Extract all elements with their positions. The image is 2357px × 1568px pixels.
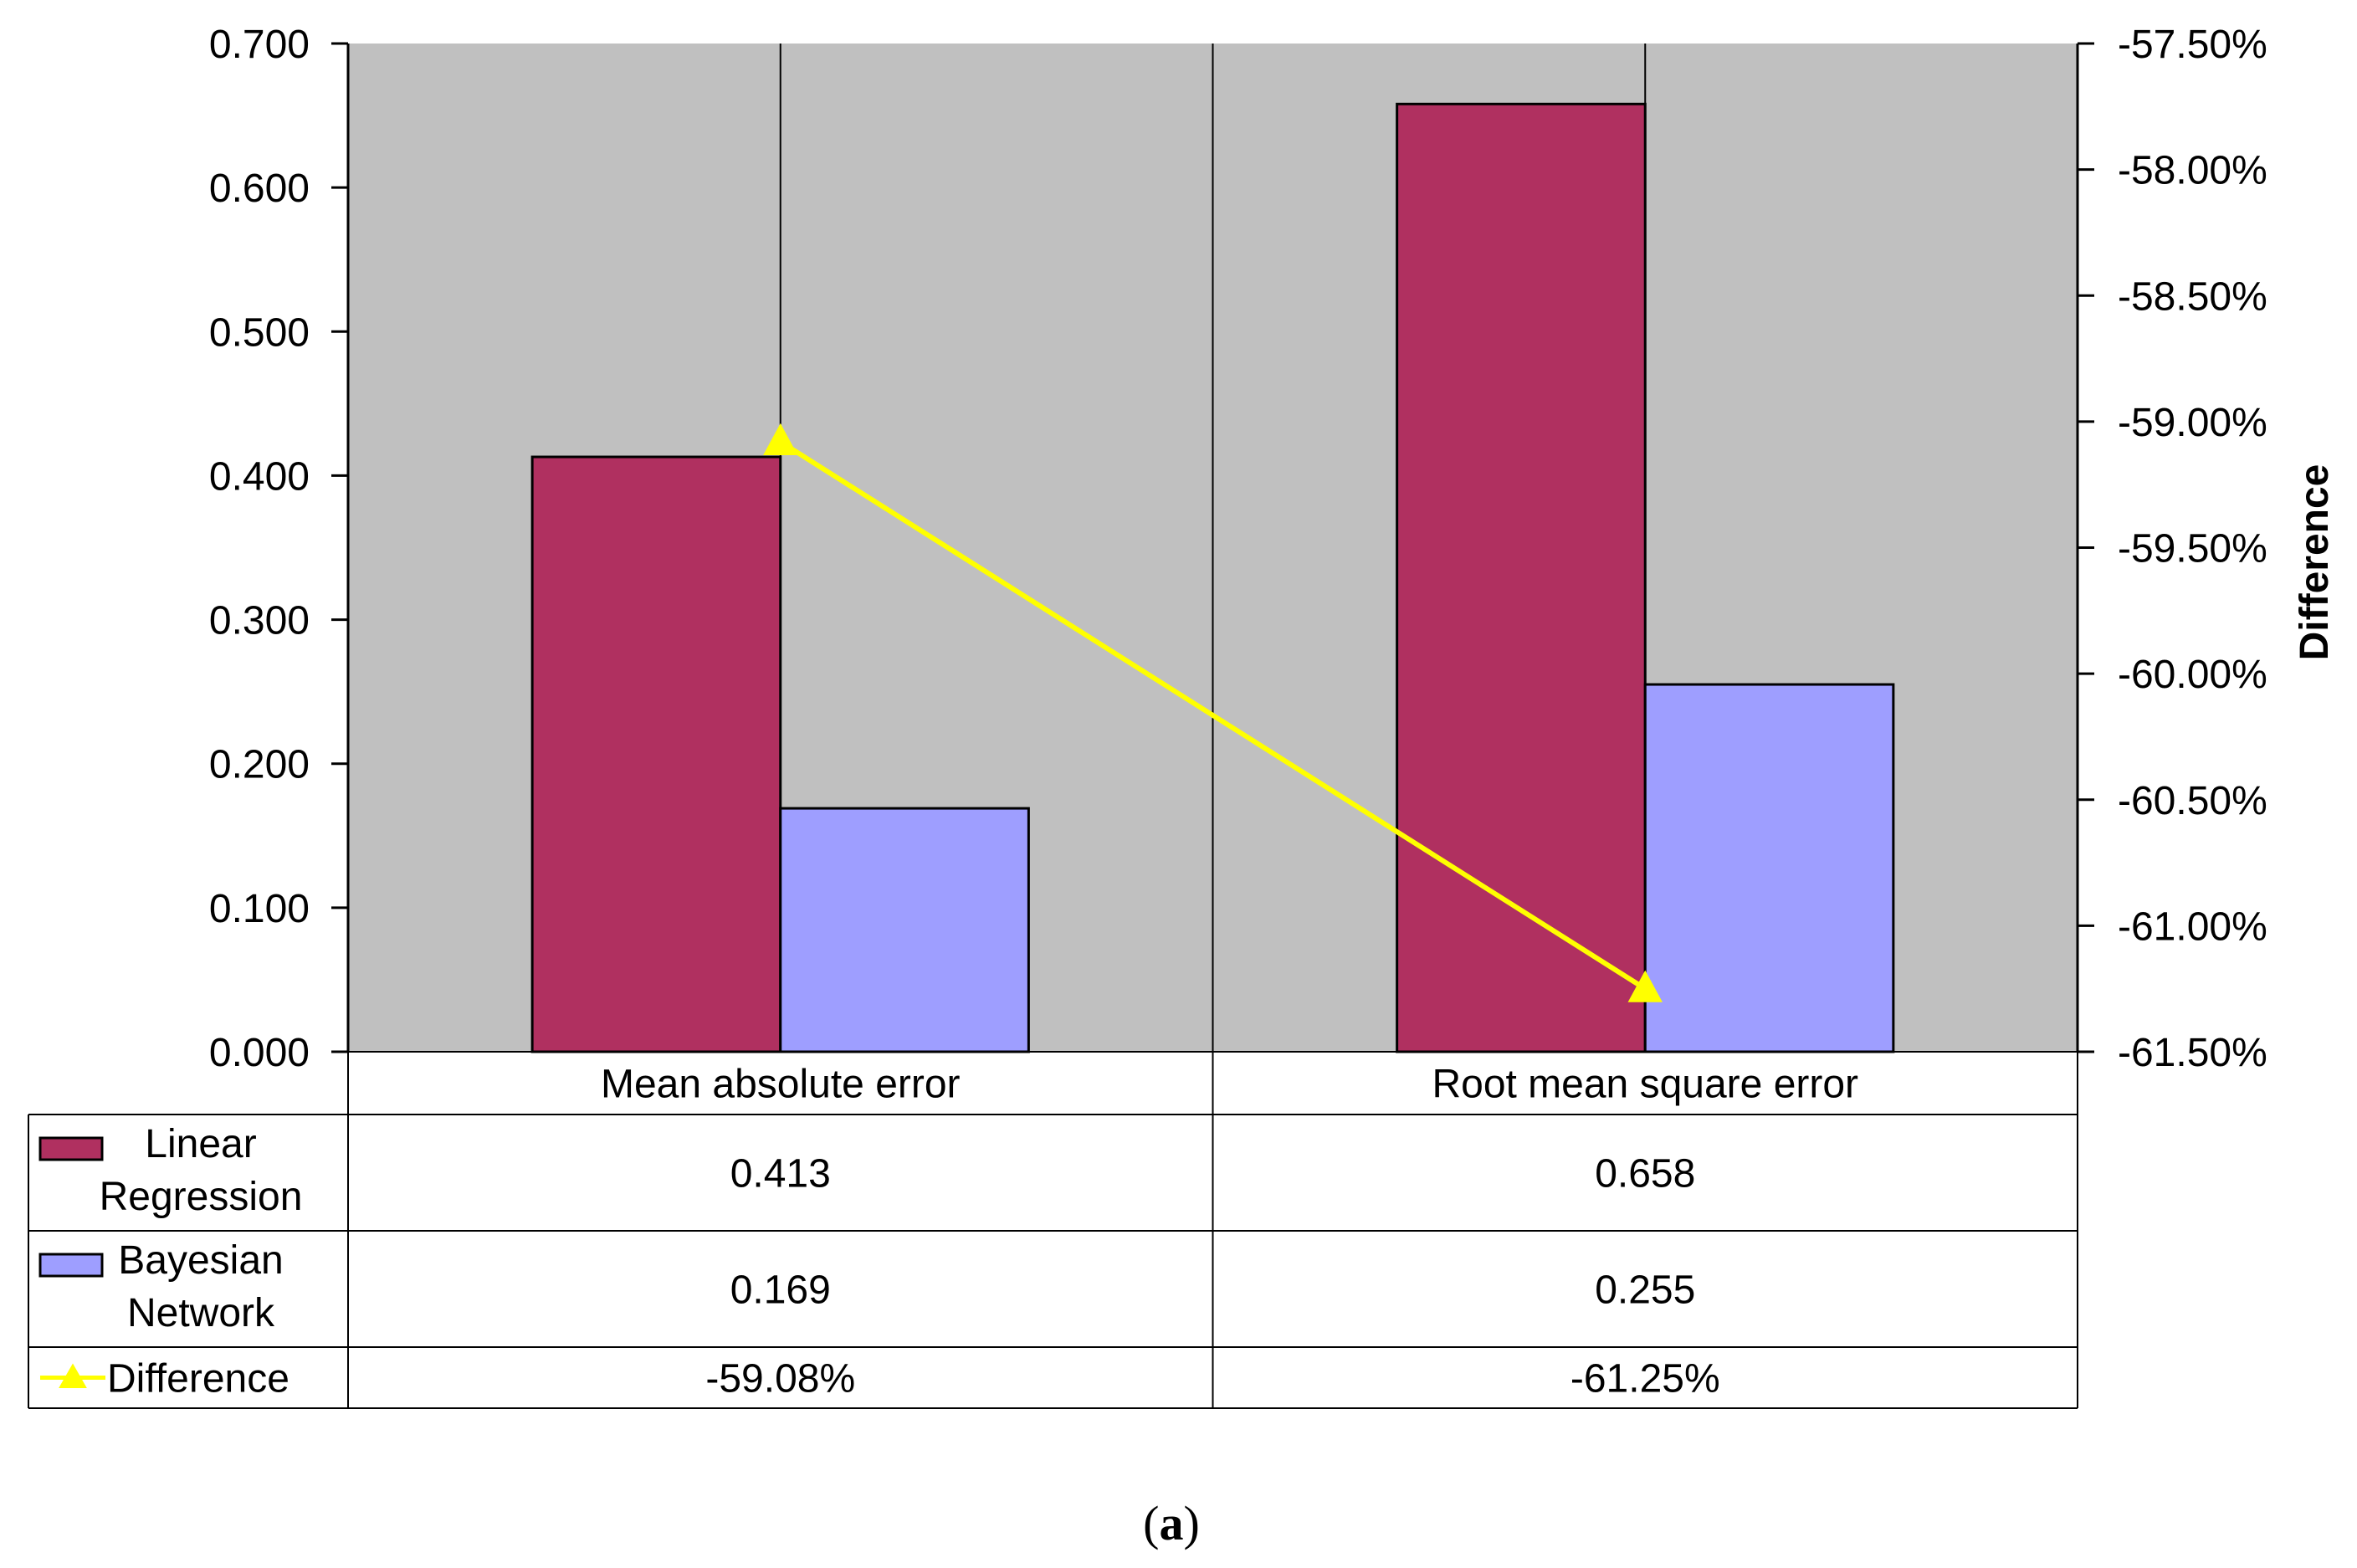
bar-linear-regression-1 <box>530 455 782 1053</box>
left-tick-label: 0.100 <box>209 887 310 931</box>
left-tick-label: 0.200 <box>209 743 310 787</box>
bar-bayesian-network-2 <box>1643 683 1895 1053</box>
left-tick-label: 0.500 <box>209 310 310 355</box>
series-label-line1: Linear <box>145 1122 256 1166</box>
right-axis-title: Difference <box>2293 464 2337 661</box>
series-label-line2: Network <box>127 1291 275 1335</box>
category-label: Mean absolute error <box>601 1063 961 1107</box>
right-tick-label: -61.00% <box>2118 904 2267 949</box>
right-tick-label: -60.50% <box>2118 779 2267 823</box>
series-label: Difference <box>107 1357 290 1401</box>
data-table-value: 0.413 <box>730 1152 831 1196</box>
left-tick-label: 0.300 <box>209 599 310 643</box>
left-tick-label: 0.700 <box>209 23 310 67</box>
legend-key-linear-regression <box>38 1136 104 1161</box>
data-table-value: -59.08% <box>705 1357 855 1401</box>
category-label: Root mean square error <box>1432 1063 1858 1107</box>
right-tick-label: -58.50% <box>2118 274 2267 319</box>
difference-marker-2 <box>1627 970 1663 1002</box>
left-tick-label: 0.600 <box>209 167 310 211</box>
caption-open-paren: ( <box>1143 1496 1159 1550</box>
data-table-value: 0.255 <box>1595 1268 1695 1313</box>
data-table-value: -61.25% <box>1570 1357 1720 1401</box>
legend-key-bayesian-network <box>38 1253 104 1278</box>
figure-caption: (a) <box>1143 1496 1200 1550</box>
series-label-line1: Bayesian <box>118 1238 283 1283</box>
data-table-value: 0.658 <box>1595 1152 1695 1196</box>
left-tick-label: 0.000 <box>209 1031 310 1075</box>
data-table-value: 0.169 <box>730 1268 831 1313</box>
bar-linear-regression-2 <box>1396 102 1647 1053</box>
bar-bayesian-network-1 <box>779 807 1030 1053</box>
legend-key-triangle <box>59 1363 87 1388</box>
caption-close-paren: ) <box>1184 1496 1200 1550</box>
right-tick-label: -59.50% <box>2118 527 2267 571</box>
right-tick-label: -57.50% <box>2118 23 2267 67</box>
difference-marker-1 <box>763 423 798 455</box>
caption-letter: a <box>1160 1496 1184 1550</box>
right-tick-label: -60.00% <box>2118 653 2267 697</box>
right-tick-label: -58.00% <box>2118 149 2267 193</box>
series-label-line2: Regression <box>100 1175 303 1219</box>
right-tick-label: -59.00% <box>2118 401 2267 445</box>
difference-line <box>779 439 1647 992</box>
right-tick-label: -61.50% <box>2118 1031 2267 1075</box>
left-tick-label: 0.400 <box>209 454 310 499</box>
